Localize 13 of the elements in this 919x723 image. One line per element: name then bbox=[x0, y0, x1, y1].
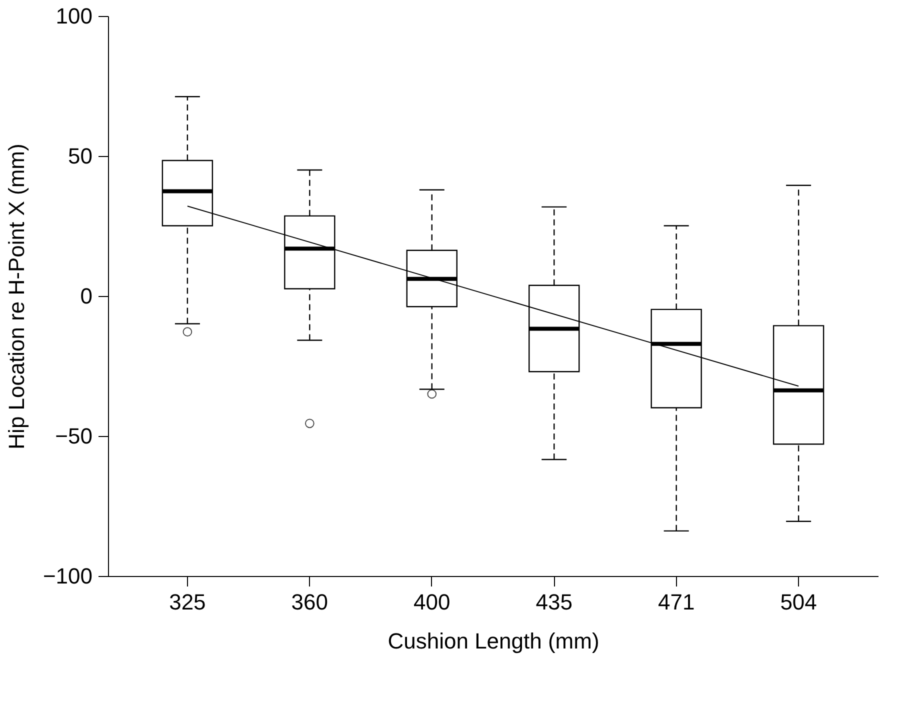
x-tick-label: 471 bbox=[658, 590, 695, 614]
y-tick-label: −100 bbox=[42, 564, 92, 588]
x-tick-label: 325 bbox=[169, 590, 206, 614]
x-axis-title: Cushion Length (mm) bbox=[388, 628, 600, 654]
x-tick-label: 504 bbox=[780, 590, 817, 614]
x-tick-label: 360 bbox=[291, 590, 328, 614]
y-tick-label: −50 bbox=[55, 424, 92, 448]
y-tick-label: 0 bbox=[80, 284, 92, 308]
y-tick-label: 100 bbox=[56, 4, 92, 28]
x-tick-label: 400 bbox=[414, 590, 450, 614]
y-axis-title: Hip Location re H-Point X (mm) bbox=[4, 144, 29, 450]
x-tick-label: 435 bbox=[536, 590, 572, 614]
y-tick-label: 50 bbox=[68, 144, 92, 168]
